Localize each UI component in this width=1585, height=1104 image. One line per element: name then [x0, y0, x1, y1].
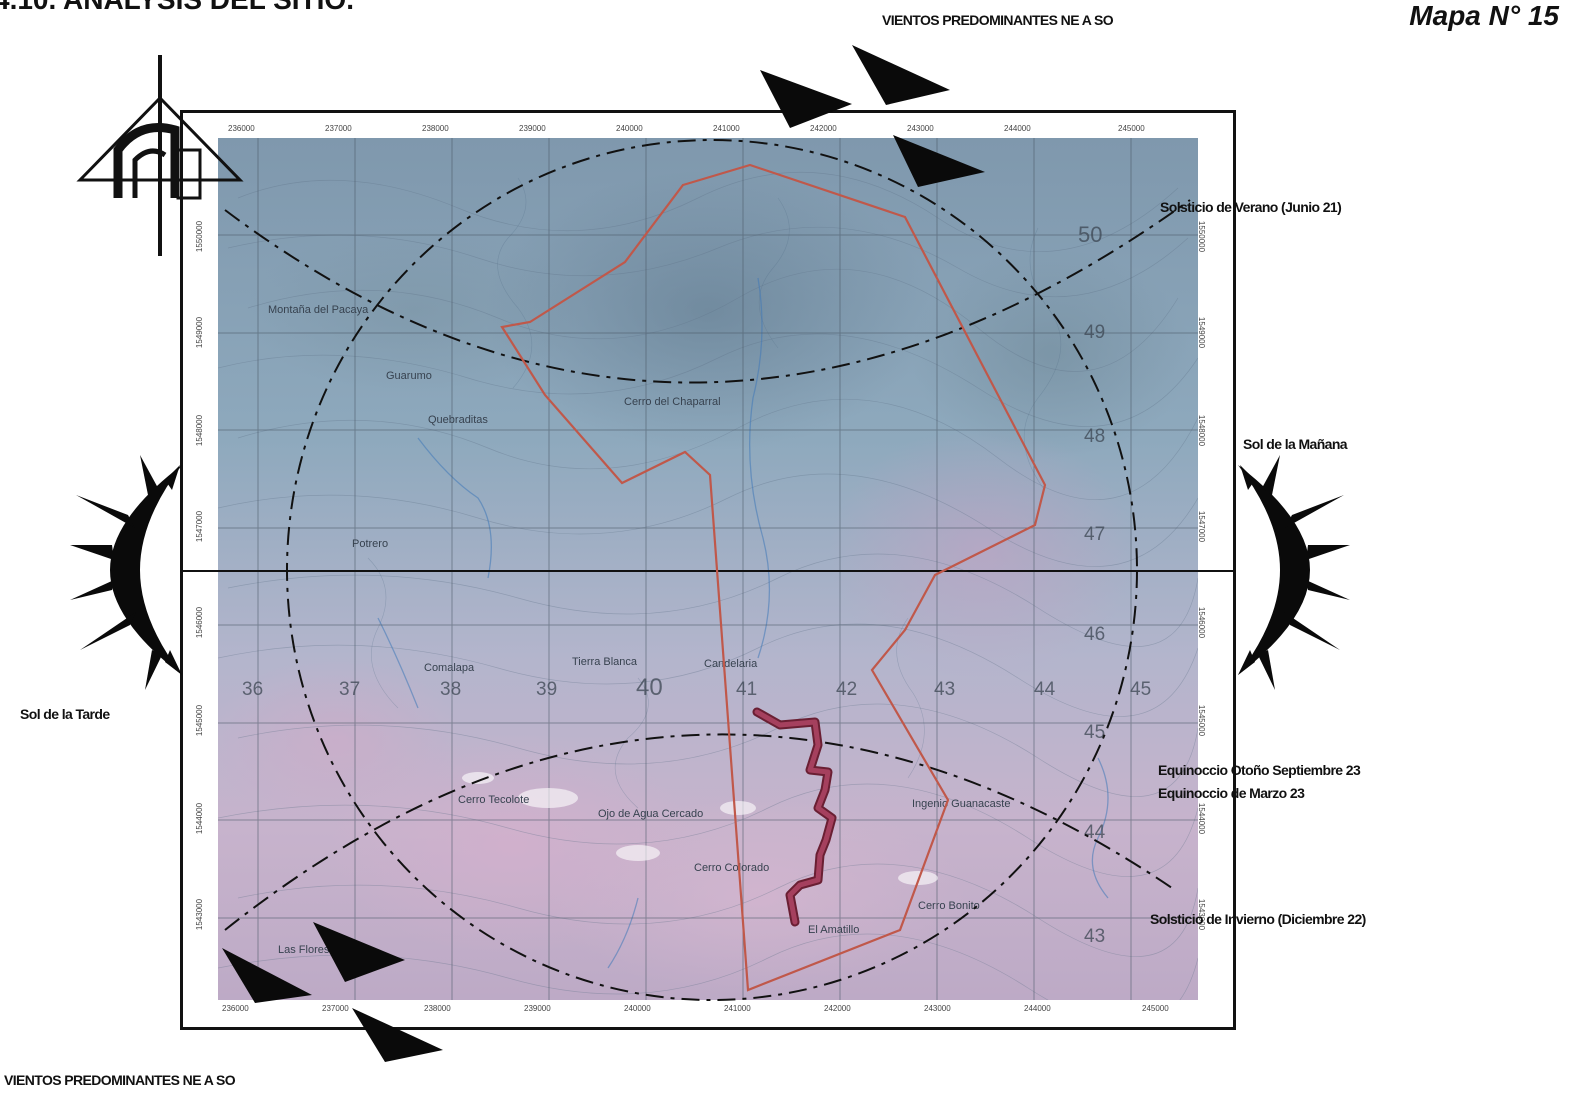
place-name: Comalapa: [424, 662, 475, 674]
grid-col-41: 41: [736, 679, 758, 700]
morning-sun-label: Sol de la Mañana: [1243, 436, 1348, 452]
place-name: Cerro del Chaparral: [624, 396, 721, 408]
grid-row-44: 44: [1084, 822, 1106, 843]
river-trace: [754, 709, 835, 925]
afternoon-sun-label: Sol de la Tarde: [20, 706, 110, 722]
wind-arrows: [222, 45, 985, 1062]
place-name: Ingenio Guanacaste: [912, 798, 1011, 810]
sun-path-circle: [286, 139, 1138, 1001]
place-name: Las Flores: [278, 944, 330, 956]
wind-arrow-icon: [893, 135, 985, 187]
place-name: Cerro Tecolote: [458, 794, 530, 806]
north-arrow-icon: [76, 55, 244, 256]
summer-solstice-label: Solsticio de Verano (Junio 21): [1160, 199, 1342, 215]
contour-lines: [218, 171, 1198, 1000]
grid-row-50: 50: [1078, 222, 1103, 247]
place-name: Tierra Blanca: [572, 656, 638, 668]
grid-row-47: 47: [1084, 524, 1106, 545]
grid-row-48: 48: [1084, 426, 1106, 447]
grid-col-45: 45: [1130, 679, 1152, 700]
grid-row-46: 46: [1084, 624, 1106, 645]
wind-arrow-icon: [760, 70, 852, 128]
winter-solstice-label: Solsticio de Invierno (Diciembre 22): [1150, 911, 1366, 927]
place-name: El Amatillo: [808, 924, 860, 936]
place-name: Cerro Bonito: [918, 900, 980, 912]
summer-solstice-arc: [224, 199, 1191, 384]
place-name: Potrero: [352, 538, 389, 550]
place-name: Montaña del Pacaya: [268, 304, 369, 316]
utm-grid: [218, 138, 1198, 1000]
wind-arrow-icon: [352, 1008, 443, 1062]
grid-row-49: 49: [1084, 322, 1106, 343]
map-number: Mapa N° 15: [1409, 0, 1559, 31]
grid-col-37: 37: [339, 679, 361, 700]
place-name: Quebraditas: [428, 414, 488, 426]
wind-arrow-icon: [852, 45, 950, 105]
march-equinox-label: Equinoccio de Marzo 23: [1158, 785, 1305, 801]
grid-col-40: 40: [636, 674, 663, 701]
grid-col-42: 42: [836, 679, 858, 700]
autumn-equinox-label: Equinoccio Otoño Septiembre 23: [1158, 762, 1361, 778]
coordinate-ticks-top: 236000 237000 238000 239000 240000 24100…: [228, 124, 1145, 133]
rivers: [377, 277, 1109, 969]
place-name: Cerro Colorado: [694, 862, 770, 874]
morning-sun-icon: [1238, 455, 1350, 690]
wind-label-bottom: VIENTOS PREDOMINANTES NE A SO: [4, 1072, 236, 1088]
grid-col-43: 43: [934, 679, 956, 700]
winter-solstice-arc: [224, 733, 1176, 931]
section-title: 4.10. ANÁLYSIS DEL SITIO.: [0, 0, 354, 16]
place-name: Candelaria: [704, 658, 758, 670]
wind-label-top: VIENTOS PREDOMINANTES NE A SO: [882, 12, 1114, 28]
wind-arrow-icon: [222, 948, 312, 1003]
grid-row-43: 43: [1084, 926, 1106, 947]
place-name: Ojo de Agua Cercado: [598, 808, 704, 820]
topographic-map: 36 37 38 39 40 41 42 43 44 45 50 49 48 4…: [218, 138, 1198, 1000]
grid-col-44: 44: [1034, 679, 1056, 700]
place-name: Guarumo: [386, 370, 432, 382]
wind-arrow-icon: [313, 922, 405, 982]
afternoon-sun-icon: [70, 455, 182, 690]
grid-col-36: 36: [242, 679, 264, 700]
grid-col-38: 38: [440, 679, 462, 700]
grid-col-39: 39: [536, 679, 558, 700]
site-boundary: [500, 163, 1047, 992]
coordinate-ticks-bottom: 236000 237000 238000 239000 240000 24100…: [222, 1004, 1169, 1013]
grid-row-45: 45: [1084, 722, 1106, 743]
